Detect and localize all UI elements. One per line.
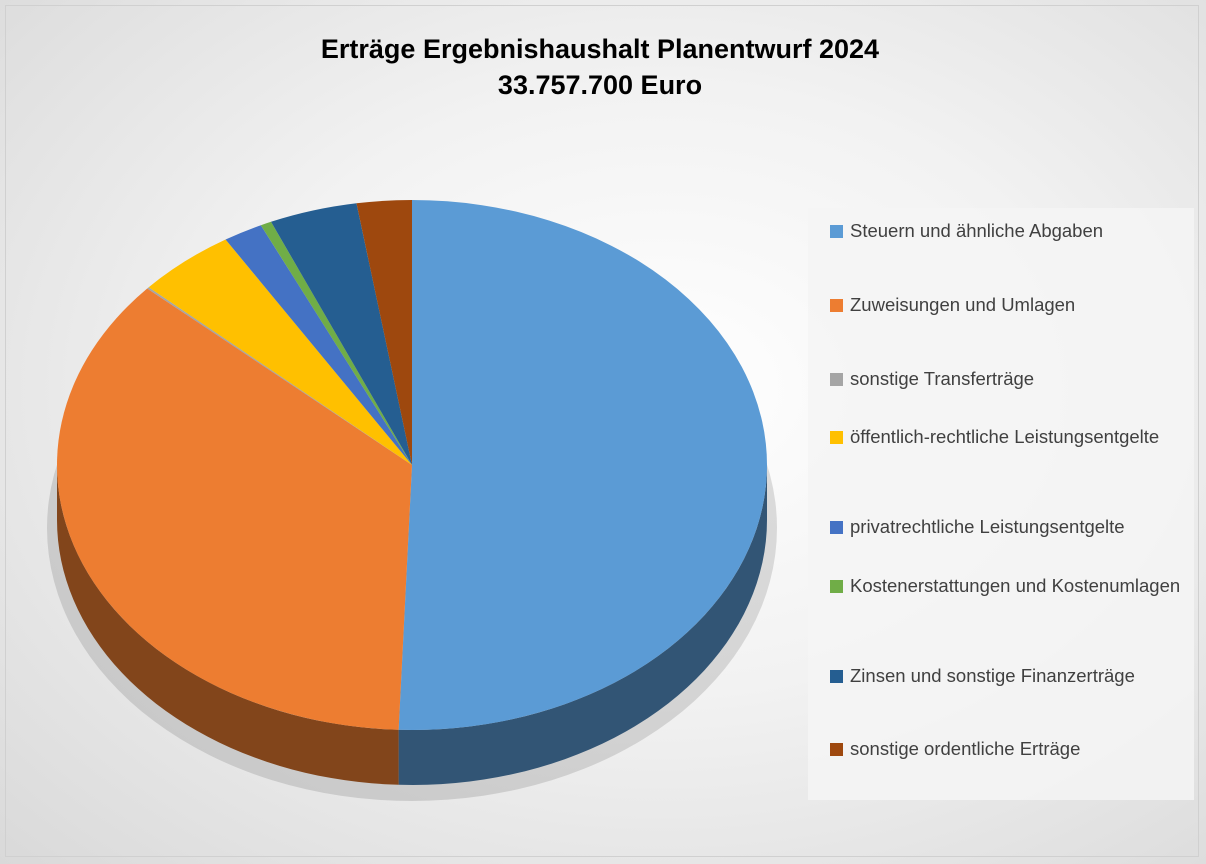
legend-item: Kostenerstattungen und Kostenumlagen <box>826 570 1186 602</box>
legend-item: Zuweisungen und Umlagen <box>826 289 1186 321</box>
pie <box>47 200 777 801</box>
slice-side <box>57 465 399 785</box>
legend-swatch <box>830 431 843 444</box>
legend-label: sonstige ordentliche Erträge <box>850 738 1081 759</box>
legend-swatch <box>830 743 843 756</box>
legend-item: Zinsen und sonstige Finanzerträge <box>826 660 1186 692</box>
legend-item: privatrechtliche Leistungsentgelte <box>826 511 1186 543</box>
chart-frame <box>5 5 1199 857</box>
legend-item: sonstige Transferträge <box>826 363 1186 395</box>
slice <box>271 203 412 466</box>
slice <box>225 225 412 465</box>
slice <box>356 200 412 465</box>
legend: Steuern und ähnliche Abgaben Zuweisungen … <box>808 208 1194 800</box>
legend-swatch <box>830 299 843 312</box>
legend-label: Zuweisungen und Umlagen <box>850 294 1076 315</box>
slice <box>260 221 412 465</box>
legend-swatch <box>830 670 843 683</box>
slice <box>147 287 412 465</box>
chart-subtitle: 33.757.700 Euro <box>497 70 703 100</box>
legend-swatch <box>830 521 843 534</box>
legend-label: Zinsen und sonstige Finanzerträge <box>850 665 1135 686</box>
chart-title: Erträge Ergebnishaushalt Planentwurf 202… <box>320 34 880 64</box>
legend-item: sonstige ordentliche Erträge <box>826 733 1186 765</box>
legend-label: Steuern und ähnliche Abgaben <box>850 220 1104 241</box>
legend-label: privatrechtliche Leistungsentgelte <box>850 516 1125 537</box>
legend-item: öffentlich-rechtliche Leistungsentgelte <box>826 421 1186 453</box>
slice-side <box>398 465 767 785</box>
legend-swatch <box>830 580 843 593</box>
legend-swatch <box>830 373 843 386</box>
legend-label: sonstige Transferträge <box>850 368 1035 389</box>
slice <box>398 200 768 730</box>
slice <box>148 239 412 465</box>
legend-item: Steuern und ähnliche Abgaben <box>826 215 1186 247</box>
legend-swatch <box>830 225 843 238</box>
slice <box>57 288 412 730</box>
legend-label: Kostenerstattungen und Kostenumlagen <box>850 575 1181 596</box>
legend-label: öffentlich-rechtliche Leistungsentgelte <box>850 426 1160 447</box>
